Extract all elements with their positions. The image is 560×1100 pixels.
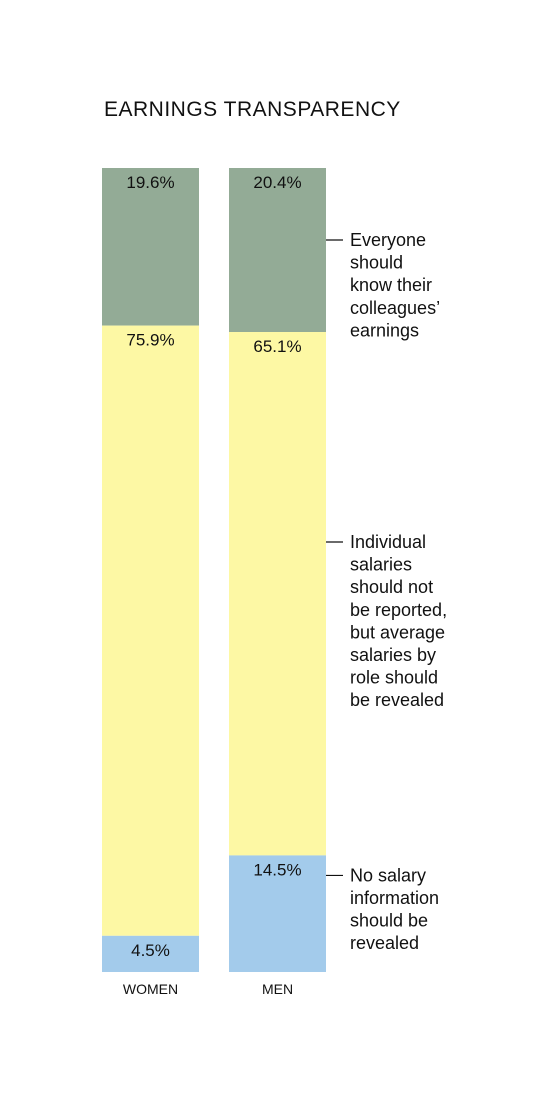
legend-label-average-by-role: but average [350,622,445,642]
legend-label-average-by-role: role should [350,668,438,688]
data-label-men-no-info: 14.5% [253,860,301,879]
chart-title: EARNINGS TRANSPARENCY [104,98,401,121]
legend-label-no-info: information [350,888,439,908]
legend-label-everyone: know their [350,275,432,295]
data-label-men-average-by-role: 65.1% [253,337,301,356]
legend-label-average-by-role: should not [350,577,433,597]
bar-segment-men-everyone [229,168,326,333]
legend-label-everyone: colleagues’ [350,298,440,318]
category-label-men: MEN [262,981,293,997]
legend-label-everyone: should [350,253,403,273]
bar-segment-men-no-info [229,855,326,972]
data-label-women-average-by-role: 75.9% [126,331,174,350]
category-label-women: WOMEN [123,981,178,997]
legend-label-average-by-role: Individual [350,532,426,552]
legend-label-average-by-role: be reported, [350,600,447,620]
data-label-men-everyone: 20.4% [253,173,301,192]
legend-label-everyone: earnings [350,320,419,340]
bar-segment-women-average-by-role [102,325,199,936]
bar-segment-women-everyone [102,168,199,326]
legend-label-no-info: No salary [350,865,426,885]
bar-segment-men-average-by-role [229,332,326,856]
legend-label-everyone: Everyone [350,230,426,250]
bar-segment-women-no-info [102,935,199,972]
legend-label-no-info: should be [350,911,428,931]
legend-label-average-by-role: be revealed [350,690,444,710]
data-label-women-no-info: 4.5% [131,941,170,960]
legend-label-average-by-role: salaries [350,555,412,575]
legend-label-no-info: revealed [350,933,419,953]
data-label-women-everyone: 19.6% [126,173,174,192]
legend-label-average-by-role: salaries by [350,645,436,665]
